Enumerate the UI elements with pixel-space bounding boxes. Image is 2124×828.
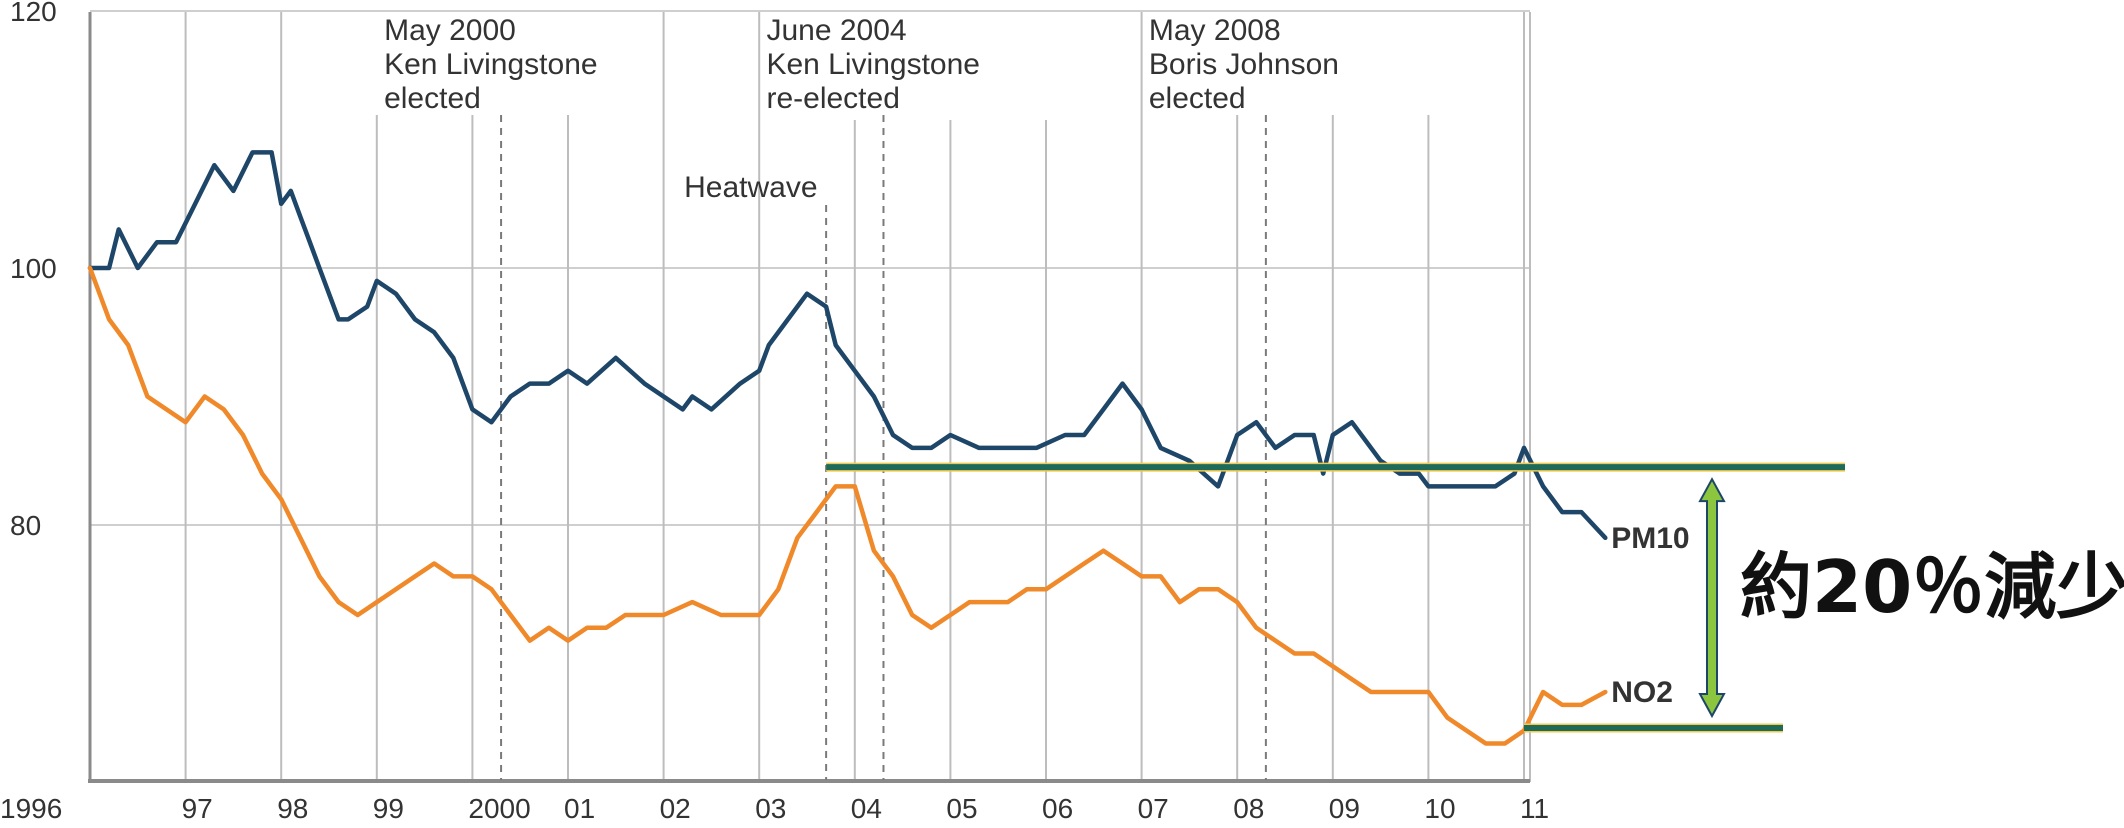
x-tick-label: 03 <box>755 793 786 824</box>
x-tick-label: 04 <box>851 793 882 824</box>
x-tick-label: 10 <box>1424 793 1455 824</box>
series-line-no2 <box>87 265 1608 746</box>
reduction-label: 約20％減少 <box>1740 545 2124 629</box>
event-label: Ken Livingstone <box>766 48 980 81</box>
reduction-arrow <box>1698 477 1726 719</box>
series-label-no2: NO2 <box>1611 676 1673 709</box>
grid-lines <box>89 10 1531 782</box>
x-tick-label: 08 <box>1233 793 1264 824</box>
x-tick-label: 05 <box>946 793 977 824</box>
event-label: elected <box>1149 82 1246 115</box>
y-tick-label: 120 <box>10 0 57 27</box>
axes: 80 100 120 1996 97 98 99 2000 01 02 03 04 05 06 07 08 09… <box>0 0 1549 824</box>
series-label-pm10: PM10 <box>1611 522 1689 555</box>
y-tick-label: 100 <box>10 253 57 284</box>
x-tick-label: 07 <box>1138 793 1169 824</box>
event-label: May 2000 <box>384 14 516 47</box>
event-label: June 2004 <box>766 14 906 47</box>
x-tick-label: 99 <box>373 793 404 824</box>
event-label: re-elected <box>766 82 899 115</box>
event-label: May 2008 <box>1149 14 1281 47</box>
series-line-pm10 <box>87 150 1608 541</box>
y-tick-label: 80 <box>10 510 41 541</box>
x-tick-label: 09 <box>1329 793 1360 824</box>
reference-lines <box>826 462 1845 733</box>
x-tick-label: 01 <box>564 793 595 824</box>
x-tick-label: 06 <box>1042 793 1073 824</box>
event-label: Boris Johnson <box>1149 48 1339 81</box>
x-tick-label: 02 <box>660 793 691 824</box>
x-tick-label: 11 <box>1520 793 1549 824</box>
chart-labels: PM10 NO2 約20％減少 <box>1611 522 2124 709</box>
event-label: elected <box>384 82 481 115</box>
event-label: Ken Livingstone <box>384 48 597 81</box>
event-label: Heatwave <box>684 171 817 204</box>
x-tick-label: 98 <box>277 793 308 824</box>
x-tick-label: 1996 <box>0 793 62 824</box>
x-tick-label: 2000 <box>468 793 530 824</box>
x-tick-label: 97 <box>182 793 213 824</box>
series-lines <box>87 150 1608 746</box>
